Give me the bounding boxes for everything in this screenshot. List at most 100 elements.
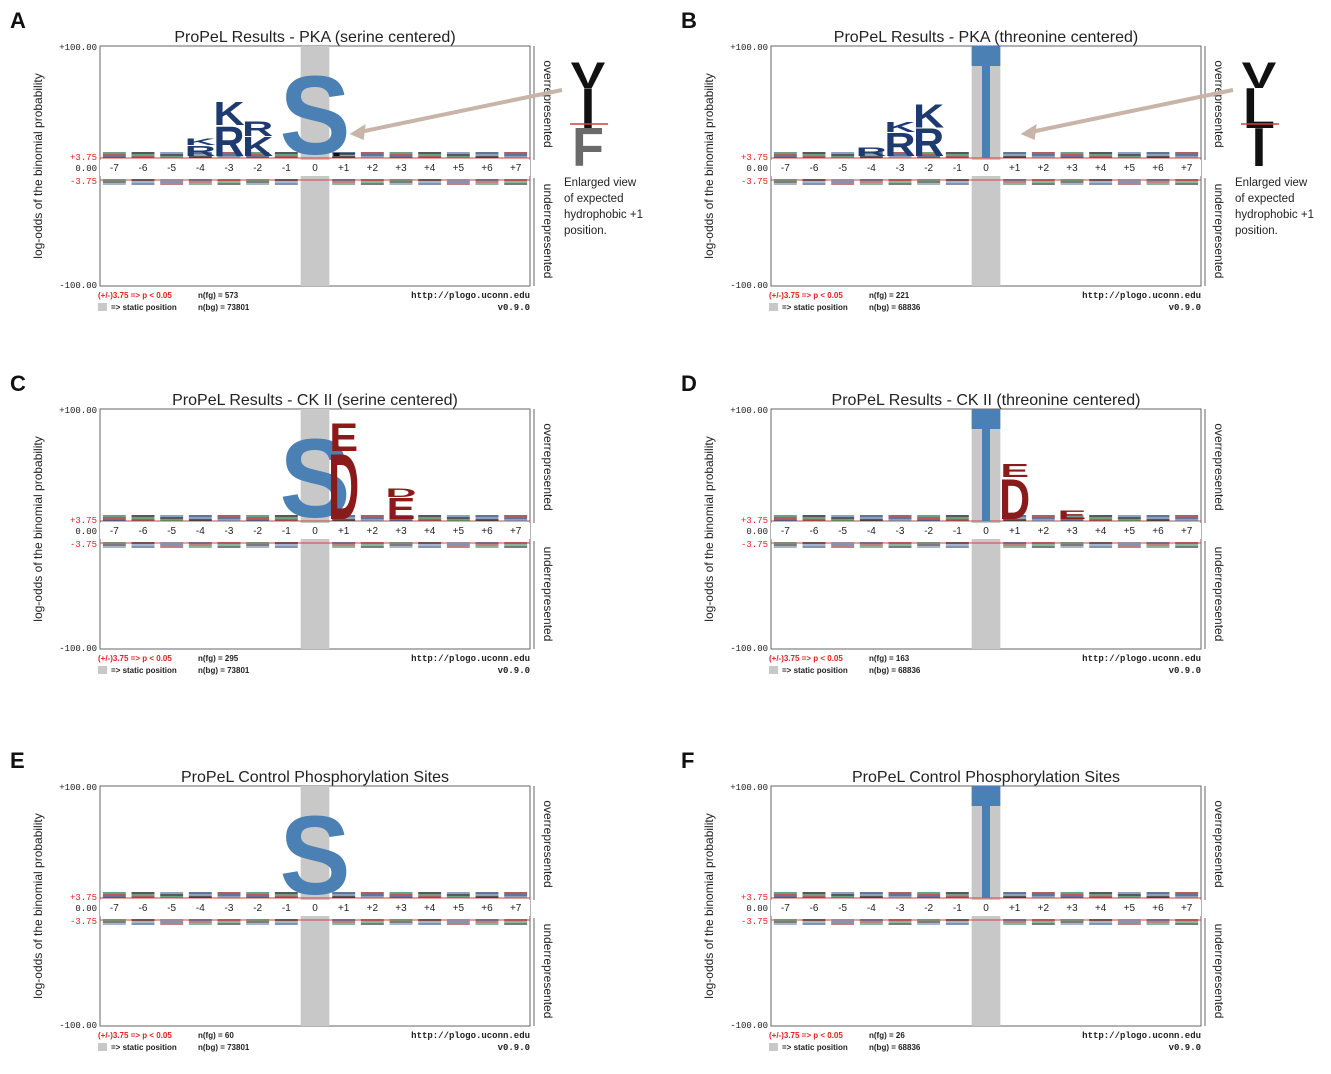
significance-note: (+/-)3.75 => p < 0.05 (769, 1031, 843, 1040)
noise-mark (1117, 519, 1141, 521)
residue-glyph: R (242, 117, 273, 141)
noise-mark (1175, 152, 1199, 154)
noise-mark (274, 154, 298, 156)
noise-mark (802, 179, 826, 181)
noise-mark (1031, 152, 1055, 154)
noise-mark (859, 179, 883, 181)
noise-mark (332, 179, 356, 181)
noise-mark (131, 896, 155, 898)
residue-glyph: E (387, 491, 416, 525)
noise-mark (504, 546, 528, 548)
noise-mark (1031, 896, 1055, 898)
static-note: => static position (111, 303, 177, 312)
static-note: => static position (782, 1043, 848, 1052)
noise-mark (504, 892, 528, 894)
noise-mark (131, 517, 155, 519)
noise-mark (504, 923, 528, 925)
noise-mark (332, 546, 356, 548)
noise-mark (1175, 546, 1199, 548)
noise-mark (773, 179, 797, 181)
position-label: -7 (781, 526, 790, 537)
noise-mark (1117, 894, 1141, 896)
noise-mark (1089, 179, 1113, 181)
noise-mark (389, 515, 413, 517)
noise-mark (389, 179, 413, 181)
noise-mark (418, 919, 442, 921)
chart-title: ProPeL Control Phosphorylation Sites (181, 769, 449, 786)
position-label: -4 (196, 526, 205, 537)
noise-mark (859, 154, 883, 156)
inset-glyph: L (1243, 77, 1275, 141)
position-label: -6 (139, 163, 148, 174)
noise-mark (1031, 892, 1055, 894)
position-label: -4 (196, 903, 205, 914)
noise-mark (1117, 181, 1141, 183)
position-label: -3 (225, 163, 234, 174)
noise-mark (1175, 921, 1199, 923)
noise-mark (859, 892, 883, 894)
noise-mark (360, 542, 384, 544)
noise-mark (917, 894, 941, 896)
chart-title: ProPeL Results - PKA (threonine centered… (834, 29, 1138, 46)
position-label: -3 (896, 163, 905, 174)
noise-mark (504, 519, 528, 521)
noise-mark (888, 183, 912, 185)
noise-mark (418, 923, 442, 925)
noise-mark (1146, 896, 1170, 898)
noise-mark (1175, 156, 1199, 158)
noise-mark (1117, 154, 1141, 156)
url-text: http://plogo.uconn.edu (411, 654, 530, 664)
noise-mark (332, 542, 356, 544)
position-label: -3 (225, 526, 234, 537)
noise-mark (859, 542, 883, 544)
position-label: -4 (196, 163, 205, 174)
noise-mark (802, 515, 826, 517)
noise-mark (888, 152, 912, 154)
noise-mark (859, 923, 883, 925)
noise-mark (1003, 892, 1027, 894)
position-strip (771, 900, 1201, 916)
noise-mark (389, 183, 413, 185)
noise-mark (945, 156, 969, 158)
noise-mark (389, 919, 413, 921)
noise-mark (1117, 892, 1141, 894)
noise-mark (332, 896, 356, 898)
position-label: -7 (110, 903, 119, 914)
noise-mark (475, 154, 499, 156)
noise-mark (504, 152, 528, 154)
significance-note: (+/-)3.75 => p < 0.05 (98, 291, 172, 300)
y-tick-top: +100.00 (730, 43, 768, 53)
position-label: -4 (867, 903, 876, 914)
noise-mark (332, 181, 356, 183)
noise-mark (360, 519, 384, 521)
noise-mark (188, 181, 212, 183)
noise-mark (332, 894, 356, 896)
n-bg: n(bg) = 68836 (869, 1043, 921, 1052)
noise-mark (360, 544, 384, 546)
noise-mark (945, 152, 969, 154)
noise-mark (360, 183, 384, 185)
noise-mark (217, 921, 241, 923)
noise-mark (246, 923, 270, 925)
position-label: +3 (1066, 526, 1078, 537)
position-label: +3 (395, 163, 407, 174)
noise-mark (131, 156, 155, 158)
noise-mark (102, 919, 126, 921)
noise-mark (475, 894, 499, 896)
noise-mark (102, 894, 126, 896)
noise-mark (1146, 919, 1170, 921)
noise-mark (160, 181, 184, 183)
noise-mark (945, 519, 969, 521)
noise-mark (446, 923, 470, 925)
noise-mark (859, 519, 883, 521)
noise-mark (131, 894, 155, 896)
y-tick-sig-neg: -3.75 (70, 177, 97, 187)
noise-mark (418, 519, 442, 521)
noise-mark (1175, 183, 1199, 185)
y-tick-bottom: -100.00 (730, 644, 768, 654)
noise-mark (1003, 183, 1027, 185)
noise-mark (332, 152, 356, 154)
noise-mark (773, 515, 797, 517)
noise-mark (802, 894, 826, 896)
y-tick-sig-pos: +3.75 (741, 153, 768, 163)
